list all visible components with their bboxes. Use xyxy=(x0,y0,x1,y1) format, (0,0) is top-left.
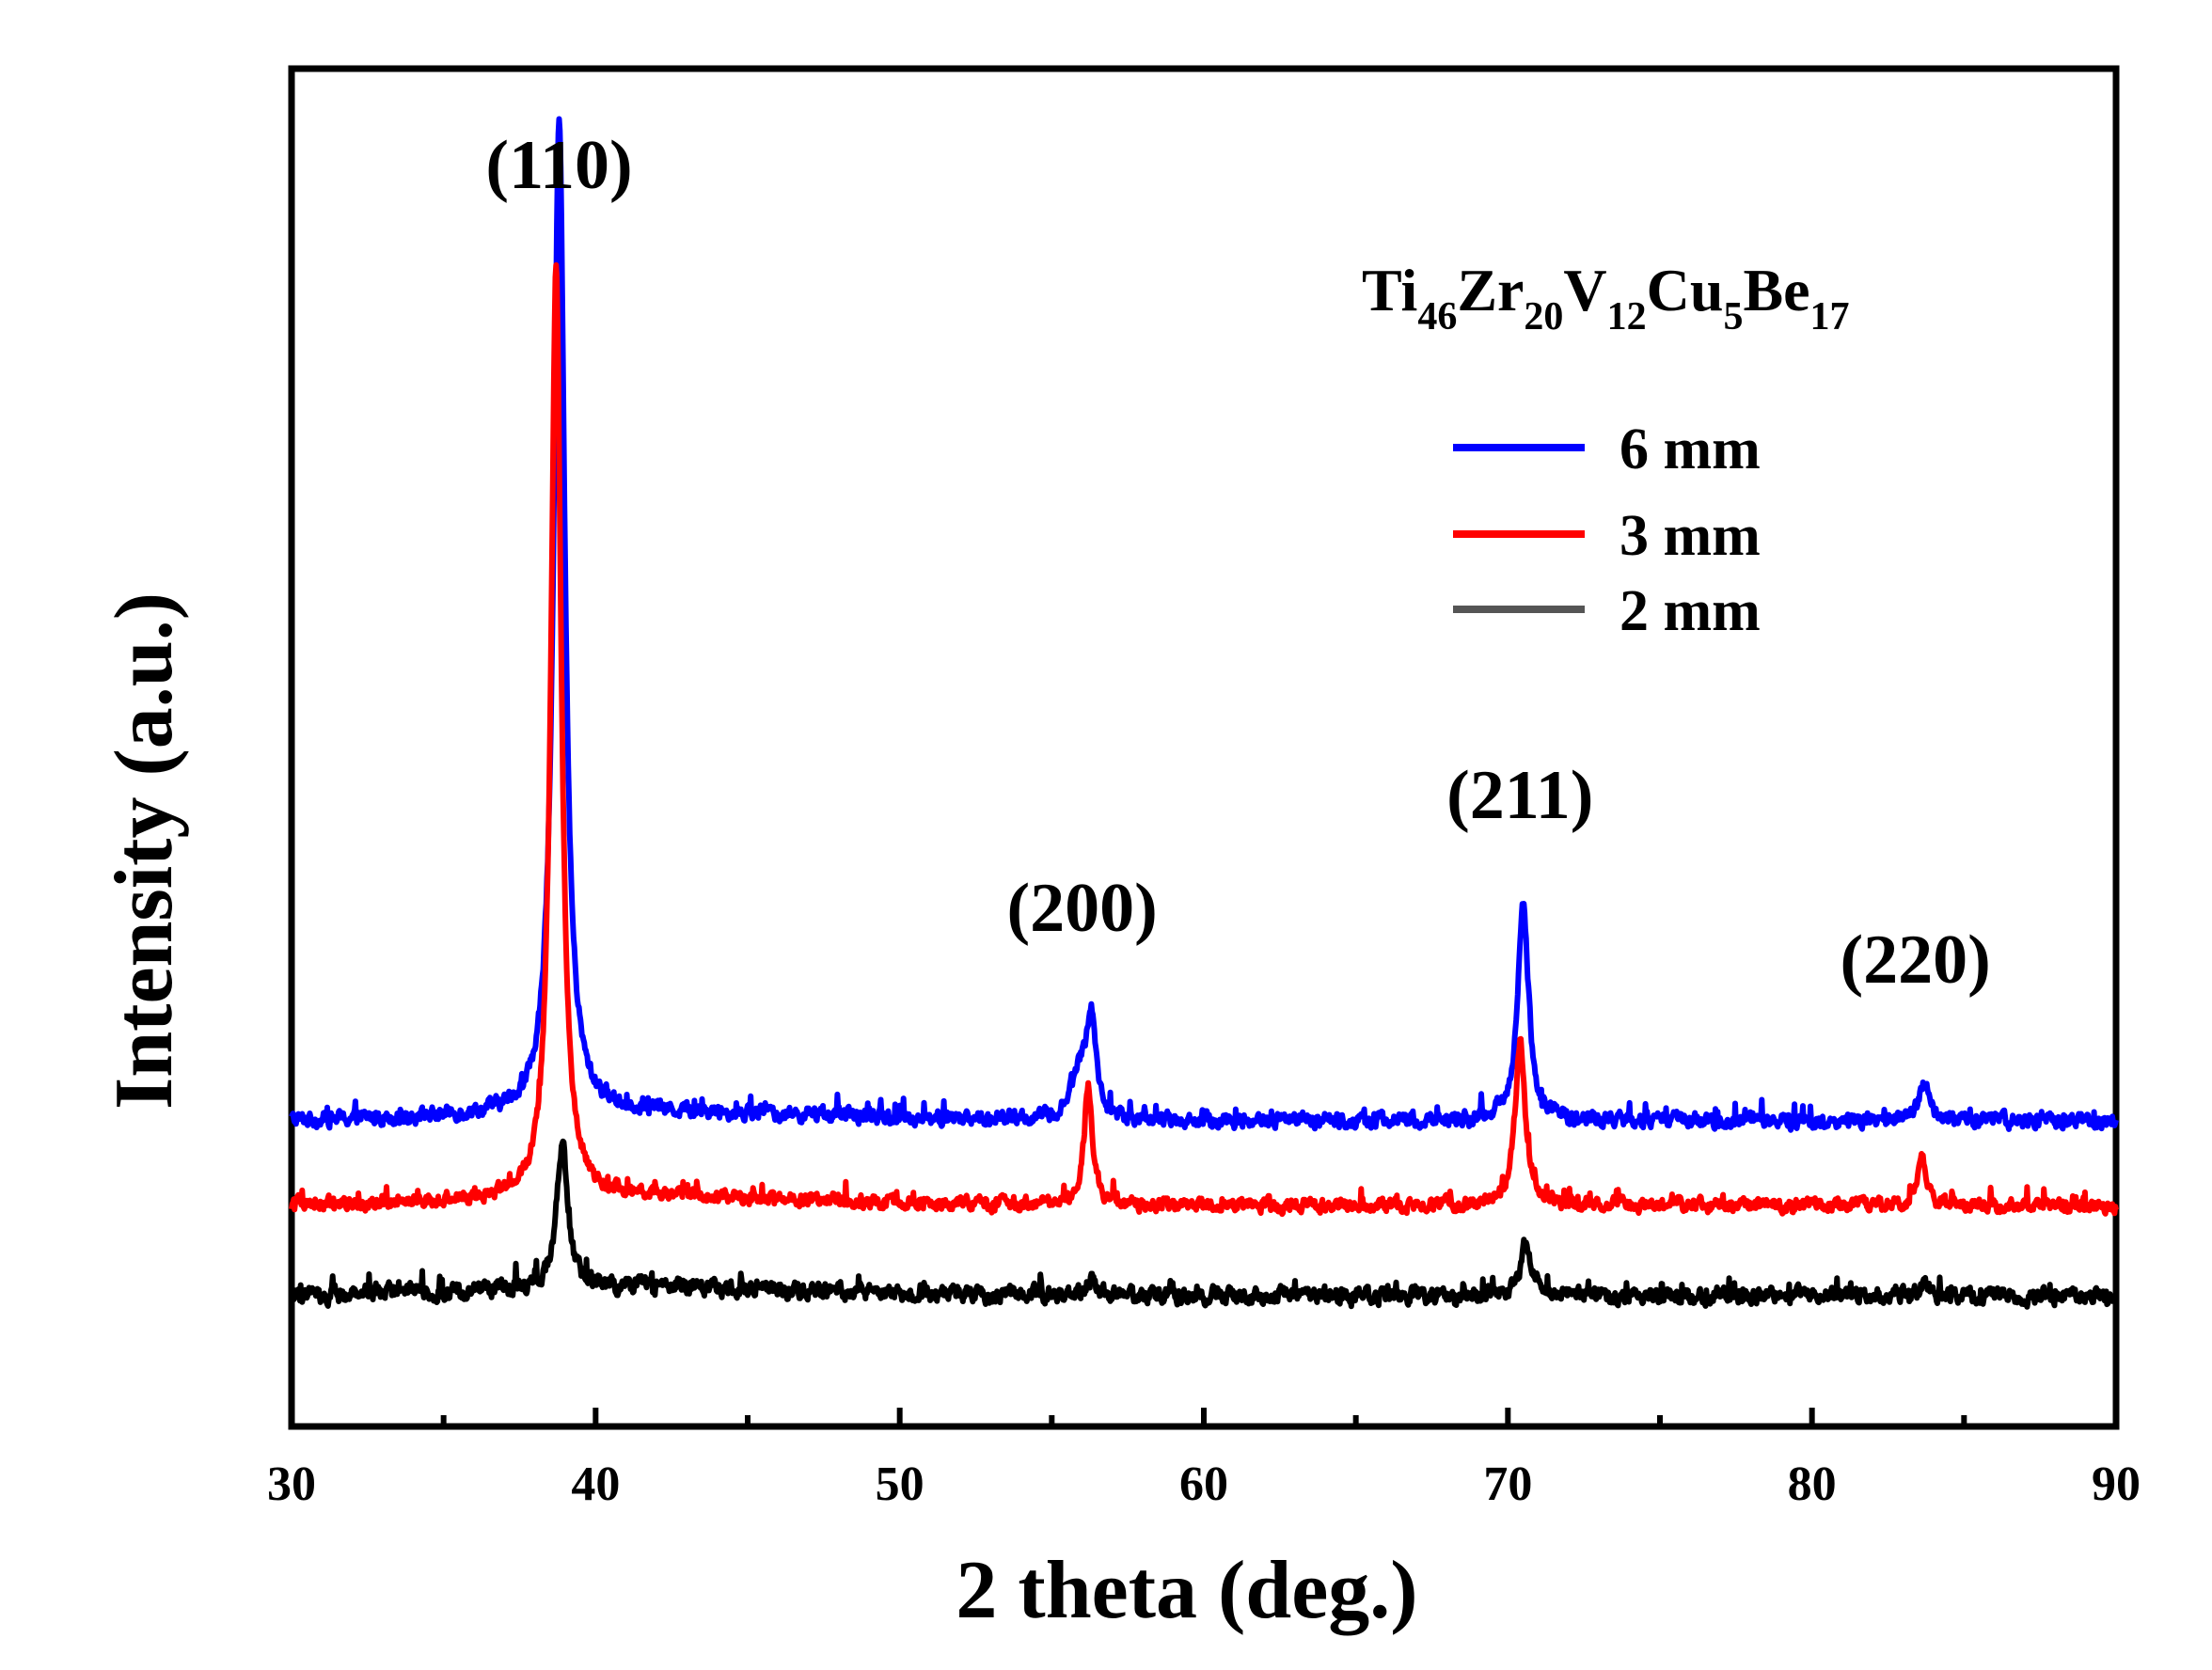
y-axis-title: Intensity (a.u.) xyxy=(99,592,190,1110)
x-tick-label-90: 90 xyxy=(2092,1457,2141,1511)
peak-label-110: (110) xyxy=(485,127,632,204)
peak-label-200: (200) xyxy=(1007,870,1158,947)
comp-el-zr: Zr xyxy=(1457,257,1524,323)
x-axis-ticks: 30 40 50 60 70 80 90 xyxy=(267,1408,2141,1511)
series-line-6mm xyxy=(289,116,2119,1133)
comp-el-ti: Ti xyxy=(1362,257,1417,323)
comp-el-be: Be xyxy=(1743,257,1809,323)
comp-sub-be: 17 xyxy=(1810,295,1850,339)
composition-label: Ti46Zr20V12Cu5Be17 xyxy=(1362,257,1850,339)
series-layer xyxy=(289,116,2119,1310)
x-tick-label-60: 60 xyxy=(1179,1457,1228,1511)
peak-annotations: (110) (200) (211) (220) xyxy=(485,127,1990,999)
comp-el-cu: Cu xyxy=(1647,257,1724,323)
comp-sub-ti: 46 xyxy=(1417,295,1457,339)
legend: 6 mm 3 mm 2 mm xyxy=(1453,418,1761,643)
series-line-3mm xyxy=(289,261,2119,1218)
x-tick-label-50: 50 xyxy=(876,1457,924,1511)
series-line-2mm xyxy=(289,1138,2119,1310)
peak-label-211: (211) xyxy=(1446,757,1593,834)
comp-el-v: V xyxy=(1563,257,1606,323)
x-tick-label-40: 40 xyxy=(571,1457,620,1511)
x-axis-title: 2 theta (deg.) xyxy=(956,1545,1417,1636)
legend-label-2mm: 2 mm xyxy=(1620,579,1761,643)
comp-sub-zr: 20 xyxy=(1524,295,1563,339)
peak-label-220: (220) xyxy=(1840,922,1990,999)
comp-sub-cu: 5 xyxy=(1723,295,1743,339)
legend-label-6mm: 6 mm xyxy=(1620,418,1761,481)
legend-label-3mm: 3 mm xyxy=(1620,504,1761,568)
x-tick-label-80: 80 xyxy=(1788,1457,1837,1511)
comp-sub-v: 12 xyxy=(1607,295,1647,339)
x-tick-label-70: 70 xyxy=(1483,1457,1532,1511)
x-tick-label-30: 30 xyxy=(267,1457,316,1511)
